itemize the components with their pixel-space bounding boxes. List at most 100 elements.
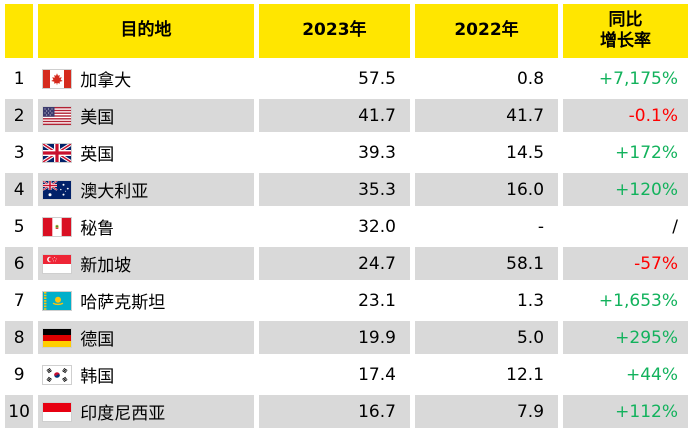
value-2023-cell: 57.5 bbox=[258, 62, 410, 95]
rank-cell: 4 bbox=[5, 173, 34, 206]
destination-cell: 印度尼西亚 bbox=[38, 395, 254, 428]
destination-name: 哈萨克斯坦 bbox=[80, 293, 166, 313]
header-2023: 2023年 bbox=[258, 4, 410, 58]
indonesia-flag-icon bbox=[42, 401, 73, 422]
table-body: 1 加拿大 57.5 0.8 +7,175% 2 美国 41.7 41.7 -0.1% 3 英国 39.… bbox=[5, 62, 688, 428]
table-row: 8 德国 19.9 5.0 +295% bbox=[5, 321, 688, 354]
rank-cell: 3 bbox=[5, 136, 34, 169]
header-yoy-growth-line1: 同比 bbox=[608, 9, 643, 30]
destination-name: 美国 bbox=[80, 108, 115, 128]
table-row: 1 加拿大 57.5 0.8 +7,175% bbox=[5, 62, 688, 95]
australia-flag-icon bbox=[42, 179, 73, 200]
destination-wrap: 澳大利亚 bbox=[42, 177, 254, 202]
destination-wrap: 加拿大 bbox=[42, 66, 254, 91]
value-2022-cell: 16.0 bbox=[414, 173, 559, 206]
value-2022-cell: 14.5 bbox=[414, 136, 559, 169]
header-2022: 2022年 bbox=[414, 4, 559, 58]
destination-name: 德国 bbox=[80, 330, 115, 350]
canada-flag-icon bbox=[42, 68, 73, 89]
header-destination: 目的地 bbox=[38, 4, 254, 58]
value-2023-cell: 23.1 bbox=[258, 284, 410, 317]
rank-cell: 7 bbox=[5, 284, 34, 317]
south-korea-flag-icon bbox=[42, 364, 73, 385]
yoy-growth-cell: +172% bbox=[563, 136, 688, 169]
value-2022-cell: 58.1 bbox=[414, 247, 559, 280]
destination-cell: 新加坡 bbox=[38, 247, 254, 280]
uk-flag-icon bbox=[42, 142, 73, 163]
rank-cell: 2 bbox=[5, 99, 34, 132]
value-2022-cell: 7.9 bbox=[414, 395, 559, 428]
yoy-growth-cell: +7,175% bbox=[563, 62, 688, 95]
rank-cell: 6 bbox=[5, 247, 34, 280]
destination-cell: 美国 bbox=[38, 99, 254, 132]
usa-flag-icon bbox=[42, 105, 73, 126]
destination-cell: 加拿大 bbox=[38, 62, 254, 95]
destination-name: 加拿大 bbox=[80, 71, 132, 91]
destination-cell: 韩国 bbox=[38, 358, 254, 391]
value-2022-cell: 1.3 bbox=[414, 284, 559, 317]
destination-wrap: 印度尼西亚 bbox=[42, 399, 254, 424]
destination-wrap: 英国 bbox=[42, 140, 254, 165]
yoy-growth-cell: / bbox=[563, 210, 688, 243]
destination-name: 秘鲁 bbox=[80, 219, 115, 239]
destination-name: 韩国 bbox=[80, 367, 115, 387]
yoy-growth-cell: +295% bbox=[563, 321, 688, 354]
table-row: 9 韩国 17.4 12.1 +44% bbox=[5, 358, 688, 391]
destination-cell: 澳大利亚 bbox=[38, 173, 254, 206]
value-2022-cell: 5.0 bbox=[414, 321, 559, 354]
yoy-growth-cell: -57% bbox=[563, 247, 688, 280]
destination-wrap: 新加坡 bbox=[42, 251, 254, 276]
rank-cell: 5 bbox=[5, 210, 34, 243]
destination-cell: 哈萨克斯坦 bbox=[38, 284, 254, 317]
kazakhstan-flag-icon bbox=[42, 290, 73, 311]
table-header: 目的地 2023年 2022年 同比 增长率 bbox=[5, 4, 688, 58]
yoy-growth-cell: +112% bbox=[563, 395, 688, 428]
rank-cell: 8 bbox=[5, 321, 34, 354]
value-2022-cell: 12.1 bbox=[414, 358, 559, 391]
value-2023-cell: 24.7 bbox=[258, 247, 410, 280]
destination-wrap: 韩国 bbox=[42, 362, 254, 387]
destination-name: 澳大利亚 bbox=[80, 182, 149, 202]
rank-cell: 1 bbox=[5, 62, 34, 95]
table-row: 2 美国 41.7 41.7 -0.1% bbox=[5, 99, 688, 132]
peru-flag-icon bbox=[42, 216, 73, 237]
value-2023-cell: 17.4 bbox=[258, 358, 410, 391]
table-row: 7 哈萨克斯坦 23.1 1.3 +1,653% bbox=[5, 284, 688, 317]
rank-cell: 9 bbox=[5, 358, 34, 391]
value-2023-cell: 35.3 bbox=[258, 173, 410, 206]
header-yoy-growth-line2: 增长率 bbox=[600, 31, 652, 51]
header-row: 目的地 2023年 2022年 同比 增长率 bbox=[5, 4, 688, 58]
value-2023-cell: 32.0 bbox=[258, 210, 410, 243]
table-row: 10 印度尼西亚 16.7 7.9 +112% bbox=[5, 395, 688, 428]
destination-name: 新加坡 bbox=[80, 256, 132, 276]
destination-wrap: 哈萨克斯坦 bbox=[42, 288, 254, 313]
rank-cell: 10 bbox=[5, 395, 34, 428]
yoy-growth-cell: +44% bbox=[563, 358, 688, 391]
value-2022-cell: 41.7 bbox=[414, 99, 559, 132]
header-rank bbox=[5, 4, 34, 58]
table-row: 5 秘鲁 32.0- / bbox=[5, 210, 688, 243]
yoy-growth-cell: -0.1% bbox=[563, 99, 688, 132]
germany-flag-icon bbox=[42, 327, 73, 348]
singapore-flag-icon bbox=[42, 253, 73, 274]
destination-cell: 英国 bbox=[38, 136, 254, 169]
value-2022-cell: - bbox=[414, 210, 559, 243]
destination-wrap: 美国 bbox=[42, 103, 254, 128]
value-2023-cell: 39.3 bbox=[258, 136, 410, 169]
value-2023-cell: 41.7 bbox=[258, 99, 410, 132]
destination-name: 印度尼西亚 bbox=[80, 404, 166, 424]
value-2023-cell: 16.7 bbox=[258, 395, 410, 428]
yoy-growth-cell: +120% bbox=[563, 173, 688, 206]
header-yoy-growth: 同比 增长率 bbox=[563, 4, 688, 58]
table-row: 6 新加坡 24.7 58.1 -57% bbox=[5, 247, 688, 280]
value-2022-cell: 0.8 bbox=[414, 62, 559, 95]
destination-cell: 德国 bbox=[38, 321, 254, 354]
destination-wrap: 德国 bbox=[42, 325, 254, 350]
yoy-growth-cell: +1,653% bbox=[563, 284, 688, 317]
destination-wrap: 秘鲁 bbox=[42, 214, 254, 239]
destination-name: 英国 bbox=[80, 145, 115, 165]
table-row: 4 澳大利亚 35.3 16.0 +120% bbox=[5, 173, 688, 206]
destination-cell: 秘鲁 bbox=[38, 210, 254, 243]
value-2023-cell: 19.9 bbox=[258, 321, 410, 354]
